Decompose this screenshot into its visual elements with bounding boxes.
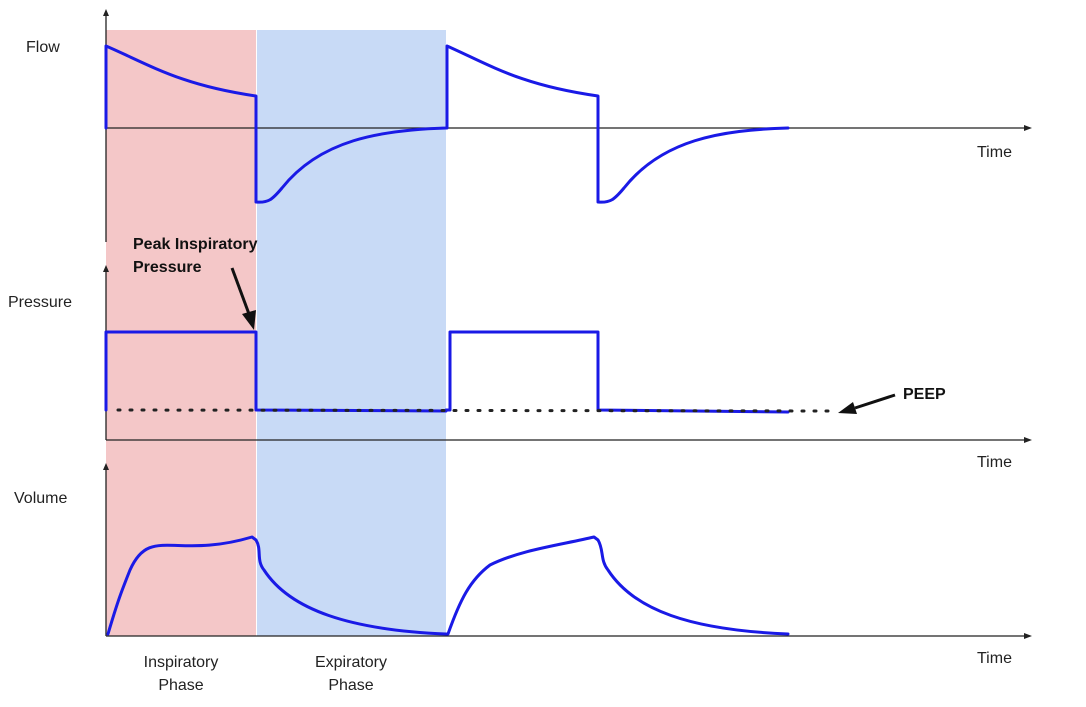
pressure-waveform xyxy=(104,330,790,414)
expiratory-phase-band xyxy=(257,30,446,636)
pip-label-line1: Peak Inspiratory xyxy=(133,236,258,253)
expiratory-phase-label-line2: Phase xyxy=(328,677,373,694)
flow-time-label: Time xyxy=(977,144,1012,161)
inspiratory-phase-label-line1: Inspiratory xyxy=(144,654,219,671)
pressure-time-label: Time xyxy=(977,454,1012,471)
pip-label-line2: Pressure xyxy=(133,259,202,276)
pip-arrow xyxy=(230,267,256,330)
volume-label: Volume xyxy=(14,490,67,507)
flow-label: Flow xyxy=(26,39,60,56)
peep-baseline xyxy=(116,408,838,413)
expiratory-phase-label-line1: Expiratory xyxy=(315,654,387,671)
pressure-label: Pressure xyxy=(8,294,72,311)
flow-waveform xyxy=(104,44,790,204)
peep-arrow xyxy=(838,393,896,414)
volume-axes xyxy=(103,463,1032,639)
inspiratory-phase-label-line2: Phase xyxy=(158,677,203,694)
peep-label: PEEP xyxy=(903,386,946,403)
volume-time-label: Time xyxy=(977,650,1012,667)
volume-waveform xyxy=(106,535,790,636)
